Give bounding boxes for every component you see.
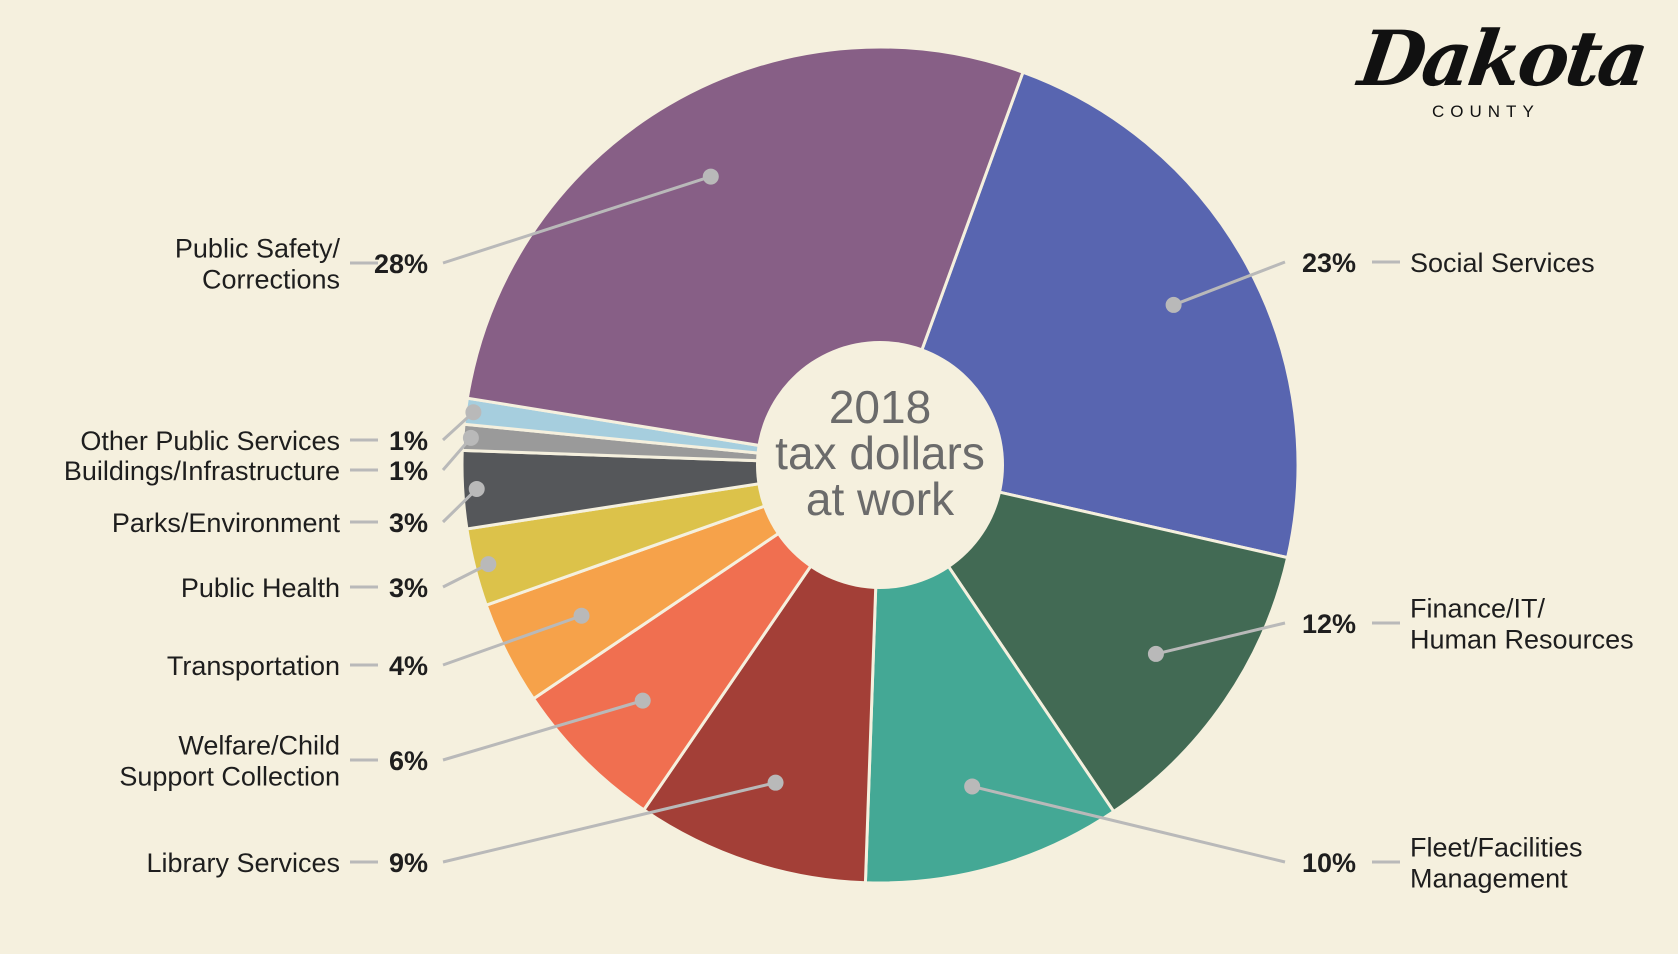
slice-label-line: Finance/IT/ [1410, 594, 1546, 624]
slice-label-line: Human Resources [1410, 625, 1634, 655]
leader-line [442, 614, 583, 667]
slice-label-line: Support Collection [119, 762, 340, 792]
dakota-county-logo: Dakota COUNTY [1340, 14, 1651, 124]
slice-label: Parks/Environment [112, 508, 341, 538]
leader-dot [964, 778, 981, 795]
leader-dot [1147, 645, 1164, 662]
slice-percent: 1% [389, 426, 428, 456]
slice-label-line: Public Safety/ [175, 234, 341, 264]
slice-label: Social Services [1410, 248, 1595, 278]
slice-percent: 3% [389, 508, 428, 538]
slice-label-line: Corrections [202, 265, 340, 295]
leader-line [971, 784, 1286, 864]
slice-label: Welfare/Child Support Collection [119, 731, 340, 792]
leader-dot [468, 480, 485, 497]
slice-label-line: Other Public Services [80, 426, 340, 456]
leader-lines [350, 168, 1400, 864]
center-title: 2018 tax dollars at work [775, 381, 985, 525]
leader-line [442, 562, 490, 589]
leader-dot [634, 692, 651, 709]
center-title-line: tax dollars [775, 427, 985, 479]
slice-label-line: Social Services [1410, 248, 1595, 278]
leader-line [1155, 621, 1286, 656]
slice-percent: 6% [389, 746, 428, 776]
slice-label-line: Welfare/Child [178, 731, 340, 761]
leader-line [442, 781, 776, 864]
slice-percent: 28% [374, 249, 428, 279]
slice-percent: 1% [389, 456, 428, 486]
leader-dot [702, 168, 719, 185]
slice-percent: 4% [389, 651, 428, 681]
slice-label: Fleet/Facilities Management [1410, 833, 1583, 894]
slice-percent: 9% [389, 848, 428, 878]
leader-dot [462, 429, 479, 446]
slice-label: Buildings/Infrastructure [64, 456, 340, 486]
slice-percent: 23% [1302, 248, 1356, 278]
leader-line [1173, 260, 1286, 307]
slice-label-line: Buildings/Infrastructure [64, 456, 340, 486]
slice-label: Public Safety/Corrections [175, 234, 341, 295]
center-title-line: at work [806, 473, 955, 525]
leader-dot [1165, 296, 1182, 313]
slice-labels: 23% Social Services 12% Finance/IT/Human Re… [64, 234, 1634, 894]
center-hole [756, 341, 1004, 589]
slice-label-line: Library Services [146, 848, 340, 878]
center-title-line: 2018 [829, 381, 931, 433]
slice-label: Transportation [167, 651, 340, 681]
leader-dot [573, 607, 590, 624]
leader-line [442, 699, 644, 762]
leader-dot [465, 404, 482, 421]
slice-label-line: Parks/Environment [112, 508, 341, 538]
slice-label: Finance/IT/Human Resources [1410, 594, 1634, 655]
logo-subtitle: COUNTY [1432, 102, 1540, 121]
slice-percent: 12% [1302, 609, 1356, 639]
slice-label: Other Public Services [80, 426, 340, 456]
slice-percent: 10% [1302, 848, 1356, 878]
slice-label-line: Public Health [181, 573, 340, 603]
leader-line [442, 175, 712, 265]
slice-percent: 3% [389, 573, 428, 603]
slice-label-line: Management [1410, 864, 1568, 894]
logo-wordmark: Dakota [1353, 14, 1652, 103]
pie-slice [876, 462, 1290, 814]
leader-dot [767, 774, 784, 791]
leader-dot [480, 556, 497, 573]
slice-label-line: Fleet/Facilities [1410, 833, 1583, 863]
slice-label: Public Health [181, 573, 340, 603]
slice-label: Library Services [146, 848, 340, 878]
slice-label-line: Transportation [167, 651, 340, 681]
